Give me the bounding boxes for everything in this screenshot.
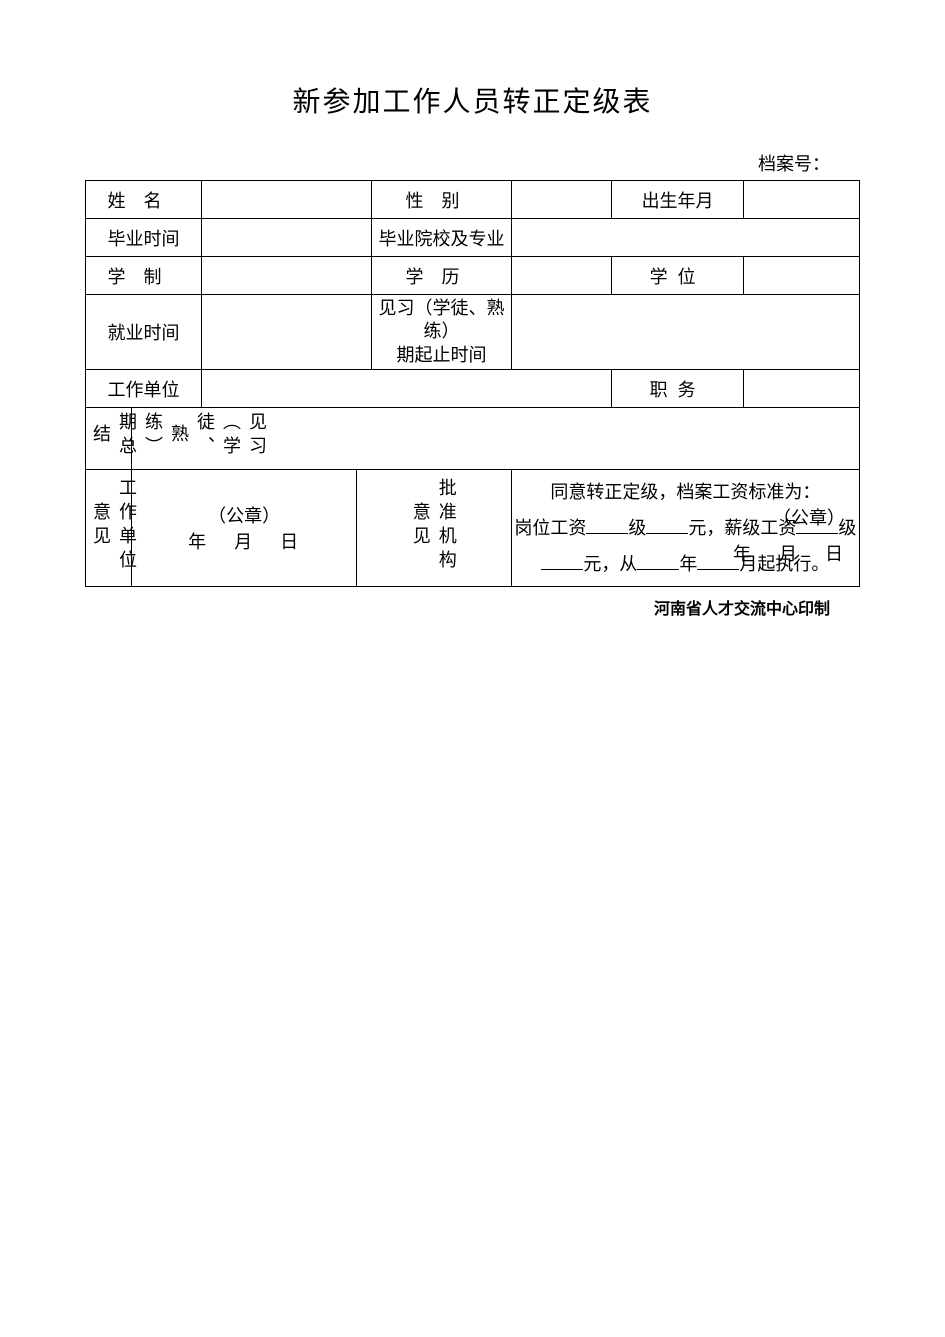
label-grad-school: 毕业院校及专业 (372, 219, 511, 257)
label-degree: 学位 (612, 257, 744, 295)
intern-period-line1: 见习（学徒、熟练） (379, 298, 505, 341)
month-char: 月 (234, 532, 254, 552)
unit-date: 年 月 日 (134, 528, 353, 554)
label-gender: 性别 (372, 181, 511, 219)
field-employ-time[interactable] (202, 295, 372, 370)
approval-date: 年 月 日 (733, 536, 845, 572)
year-char-3: 年 (733, 544, 753, 564)
label-position: 职务 (612, 370, 744, 408)
field-intern-period[interactable] (511, 295, 859, 370)
field-grad-time[interactable] (202, 219, 372, 257)
label-employ-time: 就业时间 (86, 295, 202, 370)
field-education[interactable] (511, 257, 612, 295)
label-name: 姓名 (86, 181, 202, 219)
file-number-label: 档案号： (85, 150, 860, 176)
approval-opinion-vertical-text: 批准机构意见 (408, 472, 460, 580)
field-unit-opinion[interactable]: （公章） 年 月 日 (132, 470, 356, 587)
footer-text: 河南省人才交流中心印制 (85, 595, 860, 619)
field-approval-opinion[interactable]: 同意转正定级，档案工资标准为： 岗位工资级元，薪级工资级 元，从年月起执行。 （… (511, 470, 859, 587)
field-name[interactable] (202, 181, 372, 219)
label-birth: 出生年月 (612, 181, 744, 219)
label-schooling: 学制 (86, 257, 202, 295)
label-summary: 见习（学徒、熟练）期总结 (86, 408, 132, 470)
month-char-3: 月 (779, 544, 799, 564)
field-grad-school[interactable] (511, 219, 859, 257)
label-work-unit: 工作单位 (86, 370, 202, 408)
label-education: 学历 (372, 257, 511, 295)
unit-seal: （公章） (134, 502, 353, 528)
field-birth[interactable] (743, 181, 859, 219)
field-work-unit[interactable] (202, 370, 612, 408)
level-char: 级 (628, 518, 646, 538)
year-char: 年 (188, 532, 208, 552)
approval-seal: （公章） (733, 500, 845, 536)
label-approval-opinion: 批准机构意见 (356, 470, 511, 587)
summary-vertical-text: 见习（学徒、熟练）期总结 (88, 412, 270, 460)
form-table: 姓名 性别 出生年月 毕业时间 毕业院校及专业 学制 学历 学位 就业时间 见习… (85, 180, 860, 587)
intern-period-line2: 期起止时间 (397, 345, 487, 365)
yuan2-char: 元，从 (583, 554, 637, 574)
label-unit-opinion: 工作单位意见 (86, 470, 132, 587)
field-position[interactable] (743, 370, 859, 408)
field-schooling[interactable] (202, 257, 372, 295)
day-char-3: 日 (825, 544, 845, 564)
year-char-2: 年 (679, 554, 697, 574)
label-intern-period: 见习（学徒、熟练） 期起止时间 (372, 295, 511, 370)
post-wage-label: 岗位工资 (514, 518, 586, 538)
field-gender[interactable] (511, 181, 612, 219)
label-grad-time: 毕业时间 (86, 219, 202, 257)
day-char: 日 (280, 532, 300, 552)
page-title: 新参加工作人员转正定级表 (85, 80, 860, 120)
field-degree[interactable] (743, 257, 859, 295)
yuan-char: 元， (688, 518, 724, 538)
